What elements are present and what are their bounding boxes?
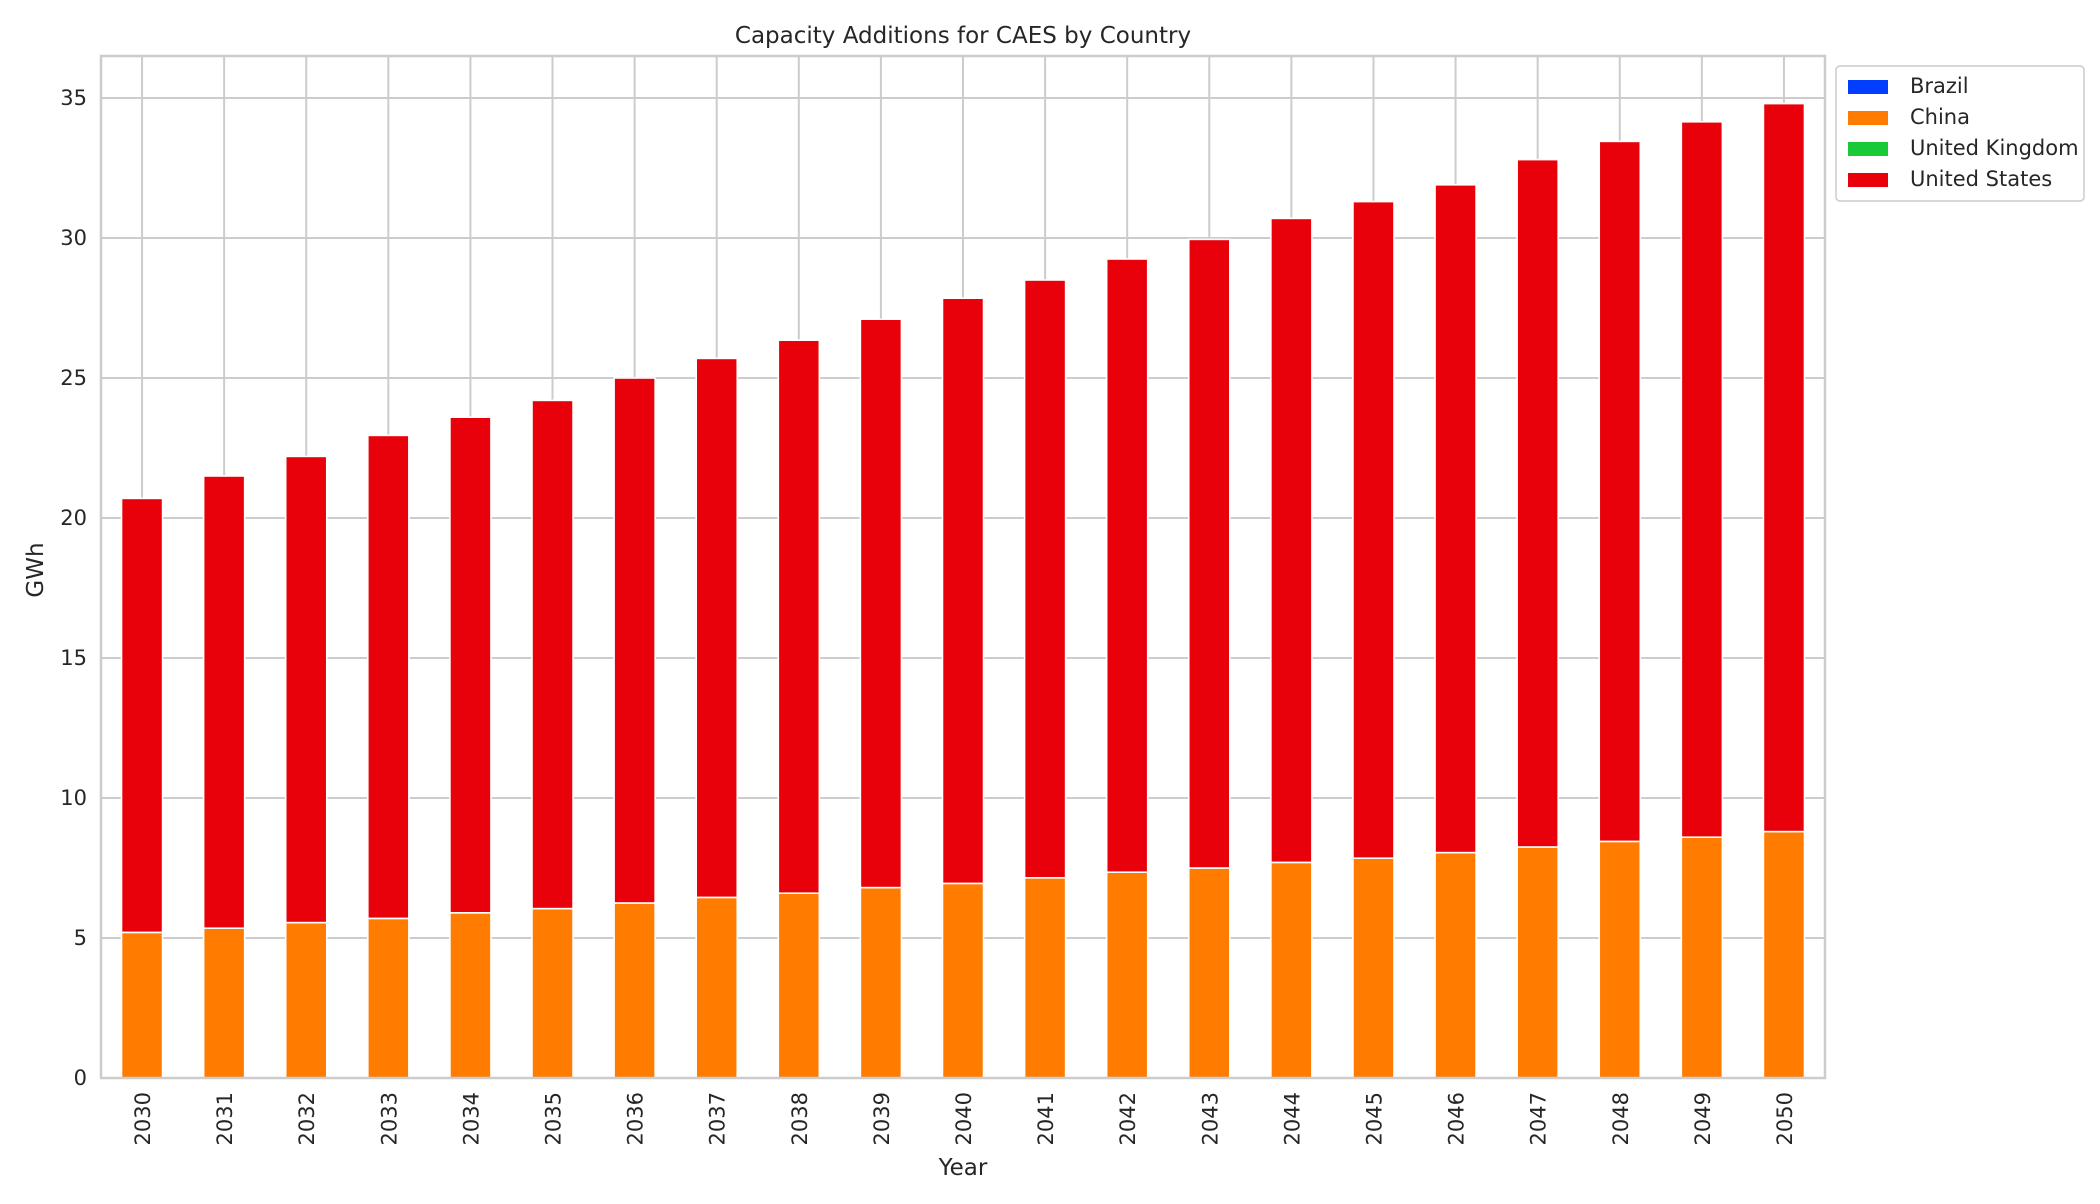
- chart-title: Capacity Additions for CAES by Country: [735, 23, 1191, 49]
- bars: [120, 102, 1806, 1079]
- bar-segment-united-states: [613, 377, 656, 904]
- bar-segment-united-states: [449, 416, 492, 914]
- y-tick-label: 5: [74, 926, 87, 950]
- bar-segment-china: [1516, 846, 1559, 1079]
- bar-segment-united-states: [777, 339, 821, 895]
- bar-segment-united-states: [859, 318, 903, 889]
- legend-swatch: [1848, 80, 1888, 94]
- bar-segment-china: [120, 931, 164, 1079]
- x-tick-label: 2035: [542, 1092, 566, 1145]
- bar-segment-united-states: [531, 399, 574, 910]
- bar-segment-united-states: [1598, 140, 1642, 843]
- legend-swatch: [1848, 111, 1888, 125]
- bar-segment-china: [284, 921, 328, 1079]
- x-tick-label: 2031: [213, 1092, 237, 1145]
- bar-segment-china: [1187, 867, 1231, 1079]
- bar-segment-china: [1023, 876, 1067, 1079]
- bar-segment-united-states: [1680, 121, 1724, 839]
- x-tick-label: 2050: [1773, 1092, 1797, 1145]
- legend-label: United Kingdom: [1910, 136, 2079, 160]
- legend-label: Brazil: [1910, 74, 1969, 98]
- y-tick-label: 15: [60, 646, 87, 670]
- bar-segment-united-states: [1105, 258, 1149, 874]
- bar-segment-china: [1105, 871, 1149, 1079]
- bar-segment-united-states: [1187, 238, 1231, 869]
- x-tick-label: 2044: [1280, 1092, 1304, 1145]
- bar-segment-united-states: [202, 475, 246, 930]
- x-tick-label: 2030: [131, 1092, 155, 1145]
- bar-segment-china: [449, 911, 492, 1079]
- bar-segment-china: [1270, 861, 1313, 1079]
- legend-swatch: [1848, 142, 1888, 156]
- bar-segment-united-states: [367, 434, 410, 920]
- bar-segment-united-states: [120, 497, 164, 934]
- bar-segment-united-states: [1023, 279, 1067, 879]
- bar-segment-china: [777, 892, 821, 1079]
- x-tick-label: 2046: [1445, 1092, 1469, 1145]
- bar-segment-china: [1352, 857, 1395, 1079]
- bar-segment-united-states: [1434, 184, 1477, 854]
- y-axis-label: GWh: [23, 542, 49, 597]
- x-tick-label: 2045: [1362, 1092, 1386, 1145]
- bar-segment-united-states: [1516, 158, 1559, 848]
- x-tick-label: 2049: [1691, 1092, 1715, 1145]
- legend-box: [1835, 65, 2085, 202]
- x-tick-label: 2041: [1034, 1092, 1058, 1145]
- x-tick-label: 2033: [377, 1092, 401, 1145]
- legend-label: China: [1910, 105, 1970, 129]
- legend-swatch: [1848, 173, 1888, 187]
- bar-segment-china: [1762, 830, 1806, 1079]
- y-tick-label: 0: [74, 1066, 87, 1090]
- x-tick-label: 2043: [1198, 1092, 1222, 1145]
- axes: 0 5 10 15 20 25 30 35 2030 2031 2032 2033 2034 2035 20…: [60, 54, 1827, 1145]
- x-tick-label: 2037: [706, 1092, 730, 1145]
- bar-segment-china: [859, 886, 903, 1079]
- x-tick-label: 2038: [788, 1092, 812, 1145]
- bar-segment-china: [202, 927, 246, 1079]
- y-tick-label: 20: [60, 506, 87, 530]
- y-tick-label: 30: [60, 226, 87, 250]
- x-tick-label: 2040: [952, 1092, 976, 1145]
- x-axis-label: Year: [938, 1155, 988, 1181]
- bar-segment-china: [613, 902, 656, 1079]
- y-tick-label: 35: [60, 86, 87, 110]
- x-tick-label: 2039: [870, 1092, 894, 1145]
- bar-segment-china: [941, 882, 985, 1079]
- bar-segment-china: [1680, 836, 1724, 1079]
- legend: Brazil China United Kingdom United States: [1835, 65, 2085, 202]
- bar-segment-united-states: [284, 455, 328, 924]
- x-tick-label: 2032: [295, 1092, 319, 1145]
- bar-segment-united-states: [1352, 200, 1395, 859]
- y-tick-label: 25: [60, 366, 87, 390]
- bar-segment-united-states: [1762, 102, 1806, 833]
- bar-segment-united-states: [695, 357, 739, 899]
- y-tick-label: 10: [60, 786, 87, 810]
- x-tick-label: 2042: [1116, 1092, 1140, 1145]
- x-tick-label: 2034: [459, 1092, 483, 1145]
- bar-segment-china: [1598, 840, 1642, 1079]
- legend-label: United States: [1910, 167, 2052, 191]
- bar-segment-united-states: [941, 297, 985, 885]
- x-tick-label: 2048: [1609, 1092, 1633, 1145]
- bar-segment-united-states: [1270, 217, 1313, 864]
- plot-frame: [99, 54, 1827, 1080]
- bar-segment-china: [695, 896, 739, 1079]
- bar-segment-china: [1434, 851, 1477, 1079]
- bar-segment-china: [531, 907, 574, 1079]
- x-tick-label: 2047: [1527, 1092, 1551, 1145]
- x-tick-label: 2036: [624, 1092, 648, 1145]
- bar-segment-china: [367, 917, 410, 1079]
